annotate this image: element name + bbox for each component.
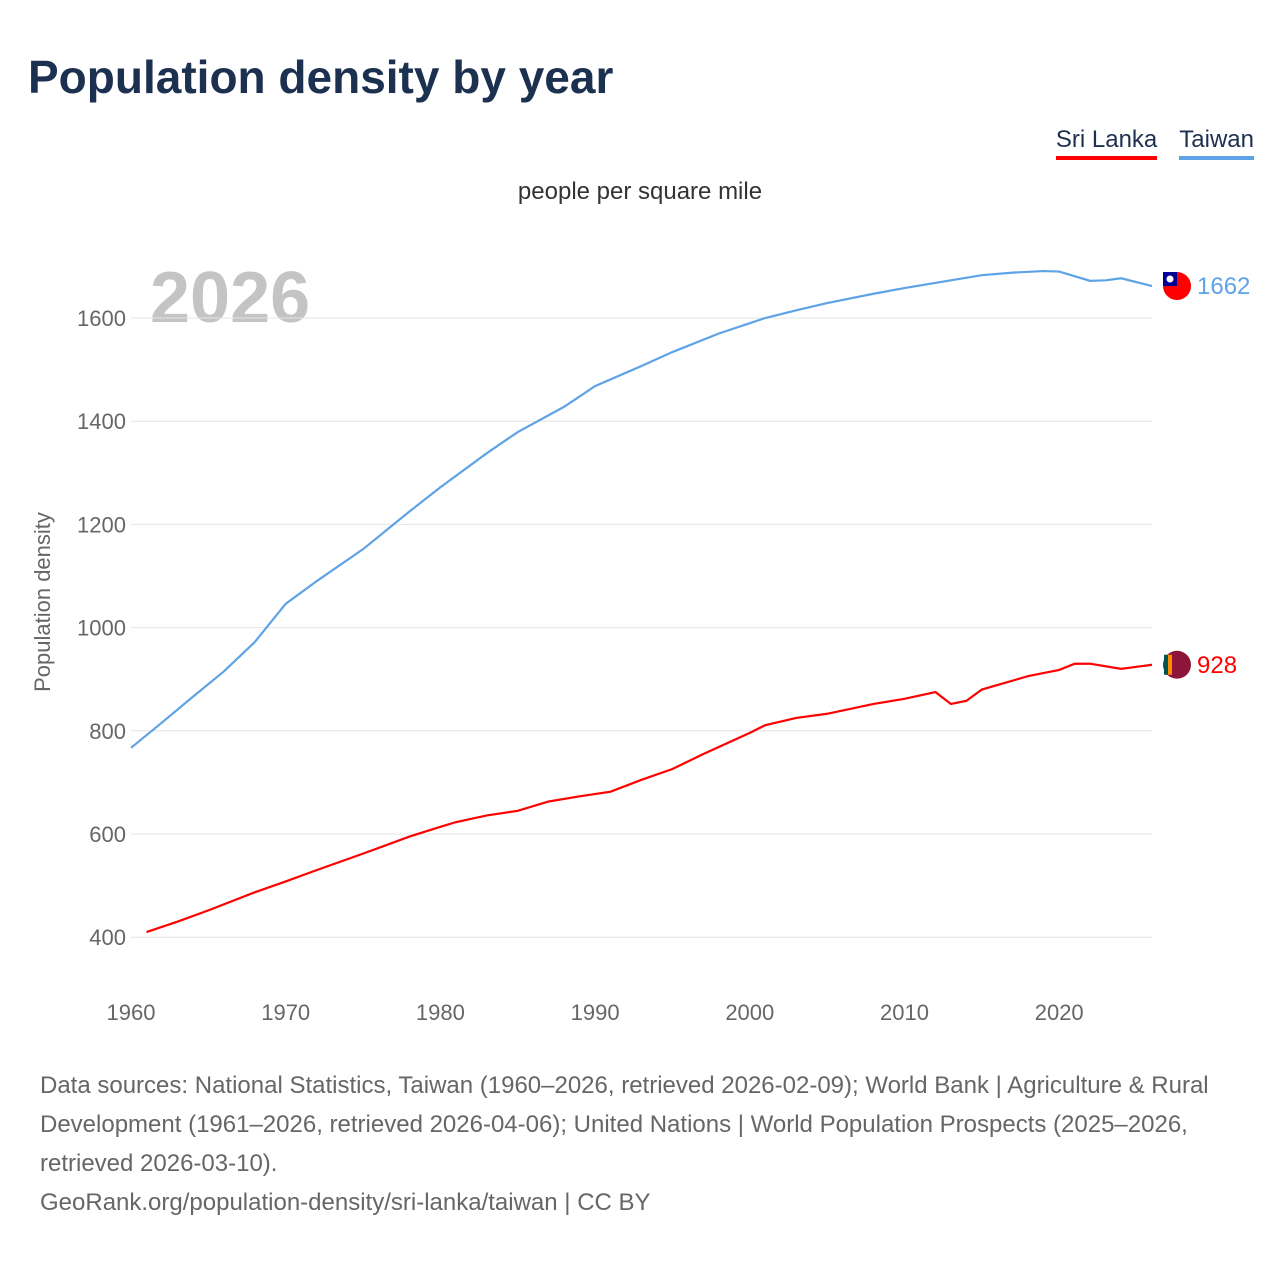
x-tick-label: 1970 [261, 1000, 310, 1025]
page-title: Population density by year [28, 51, 614, 103]
unit-label: people per square mile [517, 178, 763, 205]
x-tick-label: 1980 [416, 1000, 465, 1025]
flag-stripe [1164, 654, 1168, 675]
line-chart: 2026 400 600 800 1000 1200 1400 1600 1960 1970 198… [30, 258, 1250, 1025]
flag-stripe [1168, 654, 1172, 675]
x-tick-label: 2020 [1035, 1000, 1084, 1025]
legend-item-sri-lanka[interactable]: Sri Lanka [1055, 126, 1158, 160]
x-tick-label: 2010 [880, 1000, 929, 1025]
y-tick-label: 1600 [77, 306, 126, 331]
credit-link[interactable]: GeoRank.org/population-density/sri-lanka… [40, 1189, 651, 1216]
y-tick-label: 400 [89, 925, 126, 950]
series-line-taiwan [130, 269, 1153, 749]
x-tick-label: 1990 [571, 1000, 620, 1025]
y-axis-label: Population density [30, 512, 55, 692]
y-tick-label: 1200 [77, 512, 126, 537]
flag-sun-icon [1166, 275, 1174, 283]
y-tick-label: 800 [89, 719, 126, 744]
footer: Data sources: National Statistics, Taiwa… [40, 1066, 1250, 1222]
x-tick-label: 2000 [725, 1000, 774, 1025]
y-tick-label: 600 [89, 822, 126, 847]
series-line-sri-lanka [146, 662, 1153, 934]
y-tick-label: 1400 [77, 409, 126, 434]
legend-item-taiwan[interactable]: Taiwan [1179, 126, 1254, 160]
end-value-label: 928 [1197, 652, 1237, 679]
data-sources: Data sources: National Statistics, Taiwa… [40, 1072, 1209, 1177]
end-value-label: 1662 [1197, 273, 1250, 300]
x-tick-label: 1960 [107, 1000, 156, 1025]
legend: Sri Lanka Taiwan [1055, 126, 1254, 160]
y-tick-label: 1000 [77, 616, 126, 641]
year-watermark: 2026 [150, 258, 310, 338]
